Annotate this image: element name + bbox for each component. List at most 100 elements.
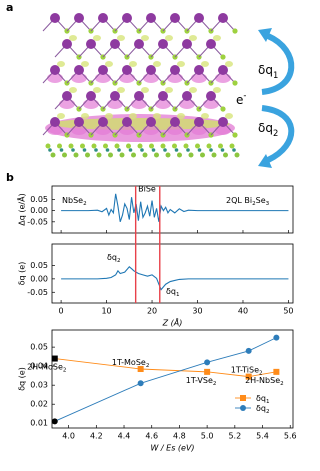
atom: [57, 143, 62, 149]
atom: [182, 39, 192, 49]
x-tick-label: 4.0: [62, 432, 75, 441]
atom: [62, 91, 72, 101]
x-tick-label: 40: [238, 307, 248, 316]
y-tick-label: -0.05: [27, 217, 48, 226]
legend-marker: [240, 395, 246, 401]
atom: [194, 13, 204, 23]
annotation: e-: [236, 90, 246, 107]
y-axis-label: Δq (e/Å): [16, 193, 27, 225]
atom: [220, 54, 226, 60]
charge-cloud: [47, 125, 63, 135]
atom: [122, 117, 132, 127]
atom: [74, 65, 84, 75]
annotation: δq2: [107, 253, 121, 264]
arrows: [261, 33, 295, 163]
x-tick-label: 5.4: [256, 432, 269, 441]
marker: [273, 334, 280, 341]
charge-cloud: [191, 73, 207, 83]
panel-label: b: [6, 171, 14, 184]
atom: [206, 91, 216, 101]
atom: [146, 117, 156, 127]
annotation: 2QL Bi2Se3: [226, 196, 270, 207]
charge-cloud: [57, 61, 65, 67]
point-label: 2H-NbSe2: [245, 375, 284, 386]
atom: [131, 152, 136, 158]
atom: [74, 117, 84, 127]
charge-cloud: [215, 125, 231, 135]
y-tick-label: 0.00: [30, 206, 48, 215]
atom: [165, 152, 171, 158]
charge-cloud: [213, 35, 221, 41]
atom: [151, 148, 156, 152]
charge-cloud: [141, 35, 149, 41]
charge-cloud: [81, 113, 89, 119]
atom: [146, 13, 156, 23]
atom: [206, 143, 212, 149]
atom: [122, 13, 132, 23]
y-tick-label: 0.01: [30, 419, 48, 428]
y-axis-label: δq (e): [18, 262, 27, 286]
atom: [200, 152, 205, 158]
charge-cloud: [215, 73, 231, 83]
atom: [45, 143, 51, 149]
y-tick-label: 0.05: [30, 261, 48, 270]
annotation: BiSe: [138, 185, 156, 194]
atom: [170, 117, 180, 127]
atom: [86, 39, 96, 49]
atom: [117, 148, 121, 152]
atom: [134, 39, 144, 49]
atom: [232, 28, 238, 34]
atom: [149, 143, 154, 149]
x-tick-label: 50: [283, 307, 293, 316]
atom: [68, 143, 74, 149]
marker: [137, 380, 144, 387]
atom: [186, 148, 190, 152]
atom: [128, 148, 133, 152]
marker: [245, 373, 252, 380]
x-tick-label: 4.2: [90, 432, 103, 441]
charge-cloud: [59, 99, 75, 109]
charge-cloud: [95, 125, 111, 135]
atom: [154, 152, 159, 158]
arrow-head: [258, 154, 272, 168]
point-label: 2H-MoSe2: [27, 362, 66, 373]
atom: [142, 152, 148, 158]
atom: [197, 148, 202, 152]
atom: [170, 13, 180, 23]
x-tick-label: 10: [101, 307, 111, 316]
y-tick-label: 0.05: [30, 195, 48, 204]
charge-cloud: [143, 125, 159, 135]
charge-cloud: [141, 87, 149, 93]
marker: [204, 359, 211, 366]
charge-cloud: [95, 73, 111, 83]
annotation: NbSe2: [62, 196, 87, 207]
marker: [51, 418, 58, 425]
atom: [62, 39, 72, 49]
point-label: 1T-MoSe2: [112, 358, 150, 369]
charge-cloud: [213, 87, 221, 93]
charge-cloud: [71, 73, 87, 83]
atom: [122, 65, 132, 75]
atom: [50, 117, 60, 127]
atom: [218, 65, 228, 75]
panel-label: a: [6, 1, 13, 14]
marker: [204, 368, 211, 375]
charge-cloud: [153, 61, 161, 67]
atom: [220, 148, 225, 152]
atom: [232, 148, 236, 152]
atom: [105, 148, 110, 152]
y-tick-label: 0.05: [30, 343, 48, 352]
atom: [218, 117, 228, 127]
atom: [206, 39, 216, 49]
legend-label: δq1: [256, 394, 270, 405]
atom: [140, 148, 144, 152]
axes-frame: [51, 185, 294, 234]
charge-cloud: [179, 99, 195, 109]
x-tick-label: 20: [147, 307, 157, 316]
charge-cloud: [143, 73, 159, 83]
charge-cloud: [81, 61, 89, 67]
atom: [48, 148, 52, 152]
atom: [195, 143, 200, 149]
atom: [73, 152, 79, 158]
x-tick-label: 5.2: [228, 432, 241, 441]
